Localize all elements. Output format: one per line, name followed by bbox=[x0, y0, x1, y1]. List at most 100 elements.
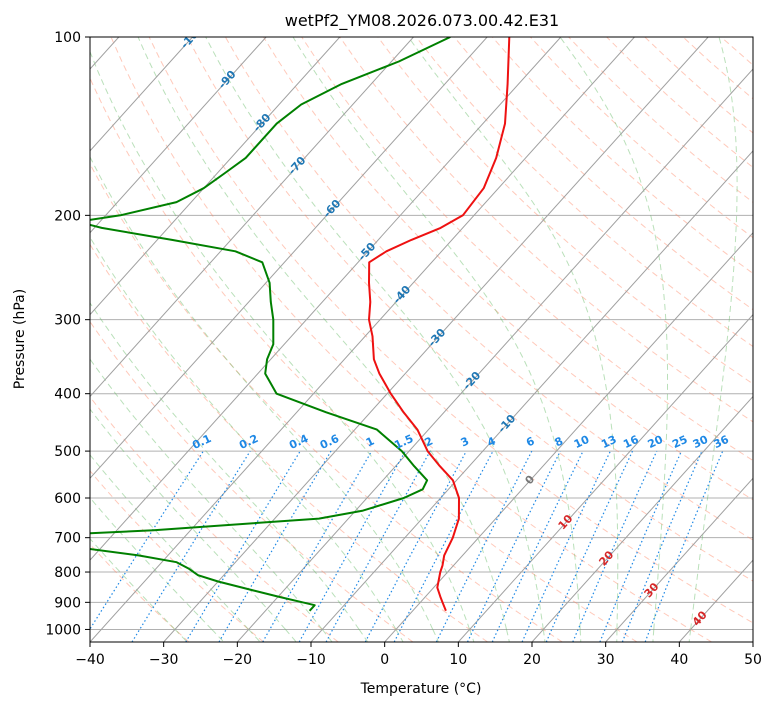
dry-adiabat bbox=[607, 37, 775, 642]
dry-adiabat bbox=[225, 37, 775, 642]
mixing-ratio-label: 13 bbox=[599, 433, 618, 451]
mixing-ratio-line bbox=[186, 451, 300, 642]
plot-frame bbox=[90, 37, 753, 642]
moist-adiabat bbox=[543, 629, 545, 642]
mixing-ratio-label: 10 bbox=[572, 433, 592, 451]
mixing-ratio-label: 25 bbox=[670, 433, 689, 451]
x-tick-label: 10 bbox=[449, 652, 467, 668]
mixing-ratio-line bbox=[546, 451, 632, 642]
dry-adiabat bbox=[759, 37, 775, 642]
y-tick-label: 800 bbox=[54, 565, 81, 581]
x-tick-label: −20 bbox=[223, 652, 253, 668]
x-tick-label: 0 bbox=[380, 652, 389, 668]
mixing-ratio-label: 1.5 bbox=[392, 432, 415, 452]
x-axis-label: Temperature (°C) bbox=[360, 681, 482, 697]
mixing-ratio-line bbox=[468, 451, 561, 642]
isotherm-line bbox=[0, 37, 266, 642]
dry-adiabat bbox=[0, 37, 488, 642]
mixing-ratio-line bbox=[622, 451, 702, 642]
moist-adiabat bbox=[286, 629, 297, 642]
moist-adiabat bbox=[249, 629, 261, 642]
isotherm-line bbox=[0, 37, 487, 642]
mixing-ratio-line bbox=[573, 451, 657, 642]
y-tick-label: 500 bbox=[54, 444, 81, 460]
isotherm-line bbox=[237, 37, 775, 642]
mixing-ratio-label: 20 bbox=[646, 433, 666, 451]
mixing-ratio-line bbox=[263, 451, 372, 642]
dry-adiabat bbox=[264, 37, 775, 642]
dry-adiabat bbox=[721, 37, 775, 642]
mixing-ratio-label: 0.4 bbox=[287, 432, 310, 452]
isotherm-line bbox=[16, 37, 561, 642]
moist-adiabat bbox=[212, 629, 224, 642]
moist-adiabat bbox=[550, 24, 667, 630]
moist-adiabat bbox=[470, 629, 474, 642]
temperature-line bbox=[369, 37, 509, 611]
skewed-isotherms bbox=[0, 37, 775, 642]
moist-adiabat bbox=[133, 24, 507, 630]
mixing-ratio-label: 8 bbox=[553, 434, 565, 449]
moist-adiabat bbox=[396, 629, 403, 642]
mixing-ratio-line bbox=[600, 451, 682, 642]
isotherm-line bbox=[753, 37, 775, 642]
moist-adiabat bbox=[80, 24, 470, 630]
moist-adiabat bbox=[322, 629, 332, 642]
y-tick-label: 200 bbox=[54, 208, 81, 224]
mixing-ratio-label: 0.1 bbox=[190, 432, 213, 452]
mixing-ratio-lines bbox=[82, 451, 723, 642]
y-tick-label: 700 bbox=[54, 531, 81, 547]
dry-adiabat bbox=[149, 37, 775, 642]
dry-adiabat bbox=[0, 37, 189, 642]
moist-adiabat bbox=[399, 24, 618, 630]
moist-adiabat bbox=[433, 629, 439, 642]
moist-adiabat bbox=[580, 629, 581, 642]
moist-adiabat bbox=[285, 24, 580, 630]
mixing-ratio-label: 1 bbox=[364, 434, 376, 449]
moist-adiabat bbox=[653, 629, 654, 642]
chart-title: wetPf2_YM08.2026.073.00.42.E31 bbox=[285, 11, 559, 31]
y-axis-ticks: 100 200 300 400 500 600 700 800 900 1000 bbox=[45, 30, 90, 638]
isotherm-line bbox=[0, 37, 414, 642]
y-tick-label: 600 bbox=[54, 491, 81, 507]
y-tick-label: 1000 bbox=[45, 622, 81, 638]
mixing-ratio-line bbox=[326, 451, 430, 642]
isotherm-line bbox=[311, 37, 775, 642]
y-tick-label: 400 bbox=[54, 387, 81, 403]
x-tick-label: 40 bbox=[670, 652, 688, 668]
mixing-ratio-label: 30 bbox=[691, 433, 711, 451]
mixing-ratio-label: 0.2 bbox=[237, 432, 260, 452]
isotherm-line bbox=[532, 37, 775, 642]
mixing-ratio-label: 2 bbox=[423, 434, 435, 449]
dry-adiabat bbox=[0, 37, 263, 642]
x-tick-label: 20 bbox=[523, 652, 541, 668]
moist-adiabat bbox=[0, 24, 249, 630]
x-tick-label: 30 bbox=[597, 652, 615, 668]
dry-adiabat bbox=[111, 37, 712, 642]
dry-adiabat bbox=[645, 37, 775, 642]
x-tick-label: −30 bbox=[149, 652, 179, 668]
mixing-ratio-label: 3 bbox=[459, 434, 471, 449]
dry-adiabat bbox=[530, 37, 775, 642]
x-tick-label: 50 bbox=[744, 652, 762, 668]
y-tick-label: 300 bbox=[54, 313, 81, 329]
y-tick-label: 100 bbox=[54, 30, 81, 46]
moist-adiabat bbox=[175, 629, 187, 642]
dry-adiabat bbox=[569, 37, 775, 642]
mixing-ratio-line bbox=[82, 451, 204, 642]
mixing-ratio-line bbox=[645, 451, 723, 642]
pressure-gridlines bbox=[90, 37, 753, 629]
mixing-ratio-line bbox=[132, 451, 250, 642]
moist-adiabat bbox=[507, 629, 510, 642]
y-tick-label: 900 bbox=[54, 595, 81, 611]
moist-adiabat bbox=[359, 629, 368, 642]
dry-adiabat bbox=[0, 37, 413, 642]
x-tick-label: −40 bbox=[75, 652, 105, 668]
dry-adiabat bbox=[683, 37, 775, 642]
mixing-ratio-label: 16 bbox=[621, 433, 641, 451]
mixing-ratio-label: 6 bbox=[524, 434, 537, 449]
dry-adiabat bbox=[0, 37, 338, 642]
